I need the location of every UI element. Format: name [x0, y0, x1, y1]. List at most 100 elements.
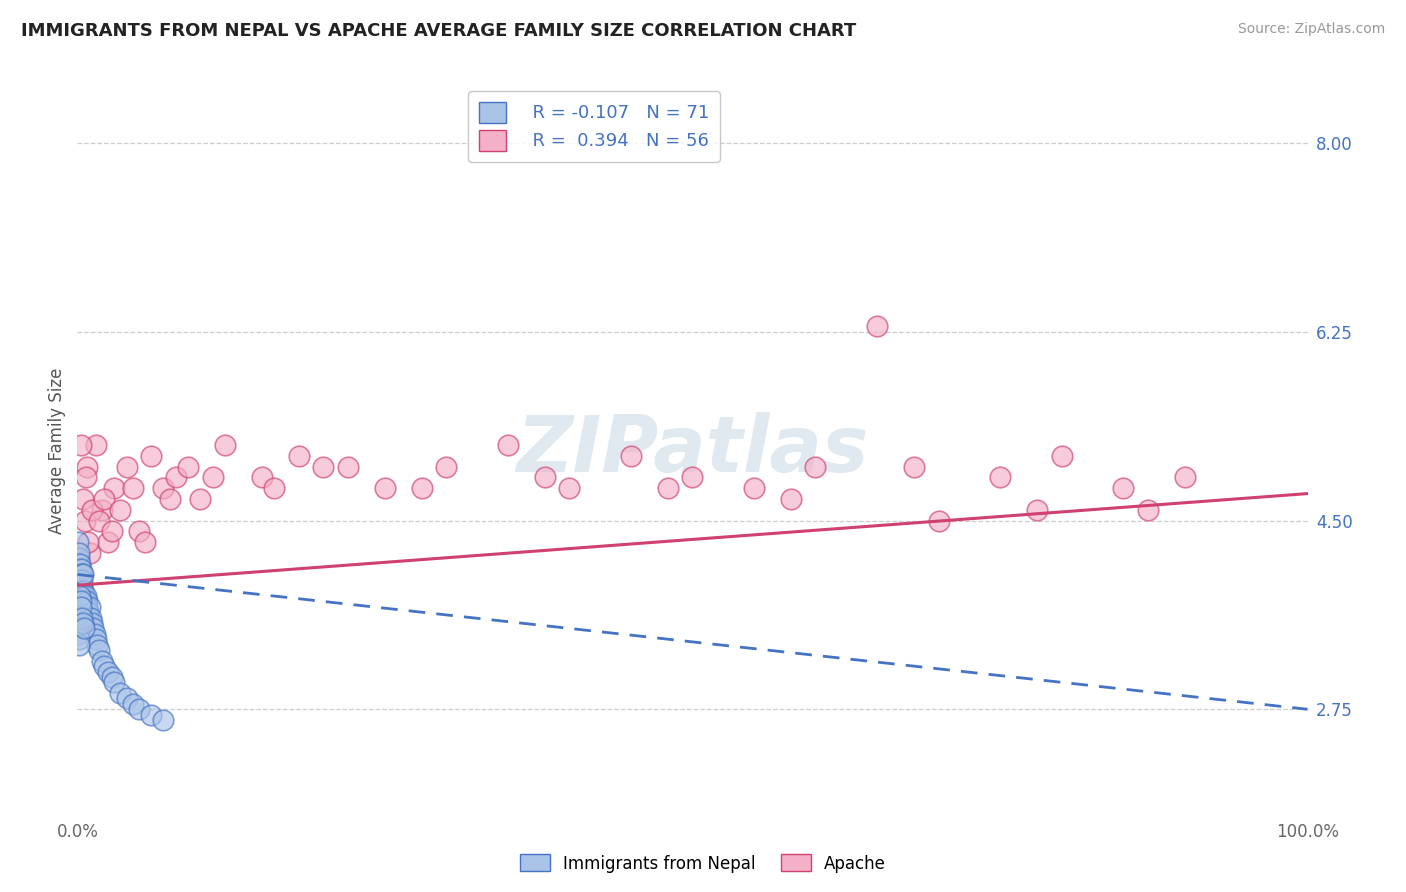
- Point: [103, 481, 125, 495]
- Point: [70, 562, 93, 576]
- Point: [1174, 470, 1197, 484]
- Point: [988, 470, 1011, 484]
- Point: [79, 546, 101, 560]
- Point: [928, 514, 950, 528]
- Legend:   R = -0.107   N = 71,   R =  0.394   N = 56: R = -0.107 N = 71, R = 0.394 N = 56: [468, 91, 720, 161]
- Y-axis label: Average Family Size: Average Family Size: [48, 368, 66, 533]
- Point: [165, 470, 187, 484]
- Point: [86, 638, 108, 652]
- Point: [804, 459, 827, 474]
- Point: [69, 573, 91, 587]
- Point: [76, 594, 98, 608]
- Point: [83, 627, 105, 641]
- Point: [70, 578, 93, 592]
- Point: [66, 578, 89, 592]
- Point: [134, 535, 156, 549]
- Point: [67, 567, 90, 582]
- Point: [66, 535, 89, 549]
- Point: [682, 470, 704, 484]
- Point: [67, 578, 90, 592]
- Point: [73, 621, 96, 635]
- Point: [903, 459, 925, 474]
- Point: [80, 610, 103, 624]
- Point: [79, 621, 101, 635]
- Point: [76, 459, 98, 474]
- Point: [90, 502, 114, 516]
- Point: [1050, 449, 1073, 463]
- Point: [72, 583, 94, 598]
- Point: [115, 691, 138, 706]
- Point: [82, 615, 104, 630]
- Point: [558, 481, 581, 495]
- Point: [75, 470, 97, 484]
- Point: [152, 481, 174, 495]
- Point: [69, 567, 91, 582]
- Point: [69, 573, 91, 587]
- Point: [177, 459, 200, 474]
- Point: [288, 449, 311, 463]
- Point: [69, 578, 91, 592]
- Point: [69, 557, 91, 571]
- Point: [77, 610, 100, 624]
- Point: [69, 589, 91, 603]
- Point: [374, 481, 396, 495]
- Point: [128, 702, 150, 716]
- Point: [337, 459, 360, 474]
- Point: [72, 594, 94, 608]
- Point: [76, 605, 98, 619]
- Point: [70, 583, 93, 598]
- Point: [66, 557, 89, 571]
- Point: [73, 589, 96, 603]
- Point: [73, 514, 96, 528]
- Point: [312, 459, 335, 474]
- Point: [620, 449, 643, 463]
- Point: [67, 632, 90, 647]
- Point: [67, 621, 90, 635]
- Point: [69, 562, 91, 576]
- Point: [70, 567, 93, 582]
- Point: [128, 524, 150, 539]
- Point: [70, 599, 93, 614]
- Point: [67, 546, 90, 560]
- Point: [411, 481, 433, 495]
- Point: [97, 665, 120, 679]
- Text: IMMIGRANTS FROM NEPAL VS APACHE AVERAGE FAMILY SIZE CORRELATION CHART: IMMIGRANTS FROM NEPAL VS APACHE AVERAGE …: [21, 22, 856, 40]
- Point: [115, 459, 138, 474]
- Point: [70, 438, 93, 452]
- Point: [110, 686, 132, 700]
- Point: [70, 589, 93, 603]
- Point: [657, 481, 679, 495]
- Point: [67, 557, 90, 571]
- Point: [742, 481, 765, 495]
- Point: [89, 643, 111, 657]
- Point: [67, 567, 90, 582]
- Point: [101, 524, 124, 539]
- Point: [69, 583, 91, 598]
- Point: [1136, 502, 1159, 516]
- Point: [67, 583, 90, 598]
- Point: [67, 583, 90, 598]
- Point: [67, 627, 90, 641]
- Point: [72, 615, 94, 630]
- Point: [103, 675, 125, 690]
- Point: [84, 632, 107, 647]
- Point: [70, 589, 93, 603]
- Text: ZIPatlas: ZIPatlas: [516, 412, 869, 489]
- Text: Source: ZipAtlas.com: Source: ZipAtlas.com: [1237, 22, 1385, 37]
- Point: [121, 697, 143, 711]
- Point: [69, 567, 91, 582]
- Point: [1112, 481, 1135, 495]
- Point: [90, 654, 114, 668]
- Point: [250, 470, 273, 484]
- Point: [75, 599, 97, 614]
- Point: [93, 491, 115, 506]
- Point: [70, 578, 93, 592]
- Point: [110, 502, 132, 516]
- Point: [84, 438, 107, 452]
- Point: [69, 589, 91, 603]
- Point: [67, 573, 90, 587]
- Point: [263, 481, 285, 495]
- Point: [76, 599, 98, 614]
- Point: [97, 535, 120, 549]
- Point: [93, 659, 115, 673]
